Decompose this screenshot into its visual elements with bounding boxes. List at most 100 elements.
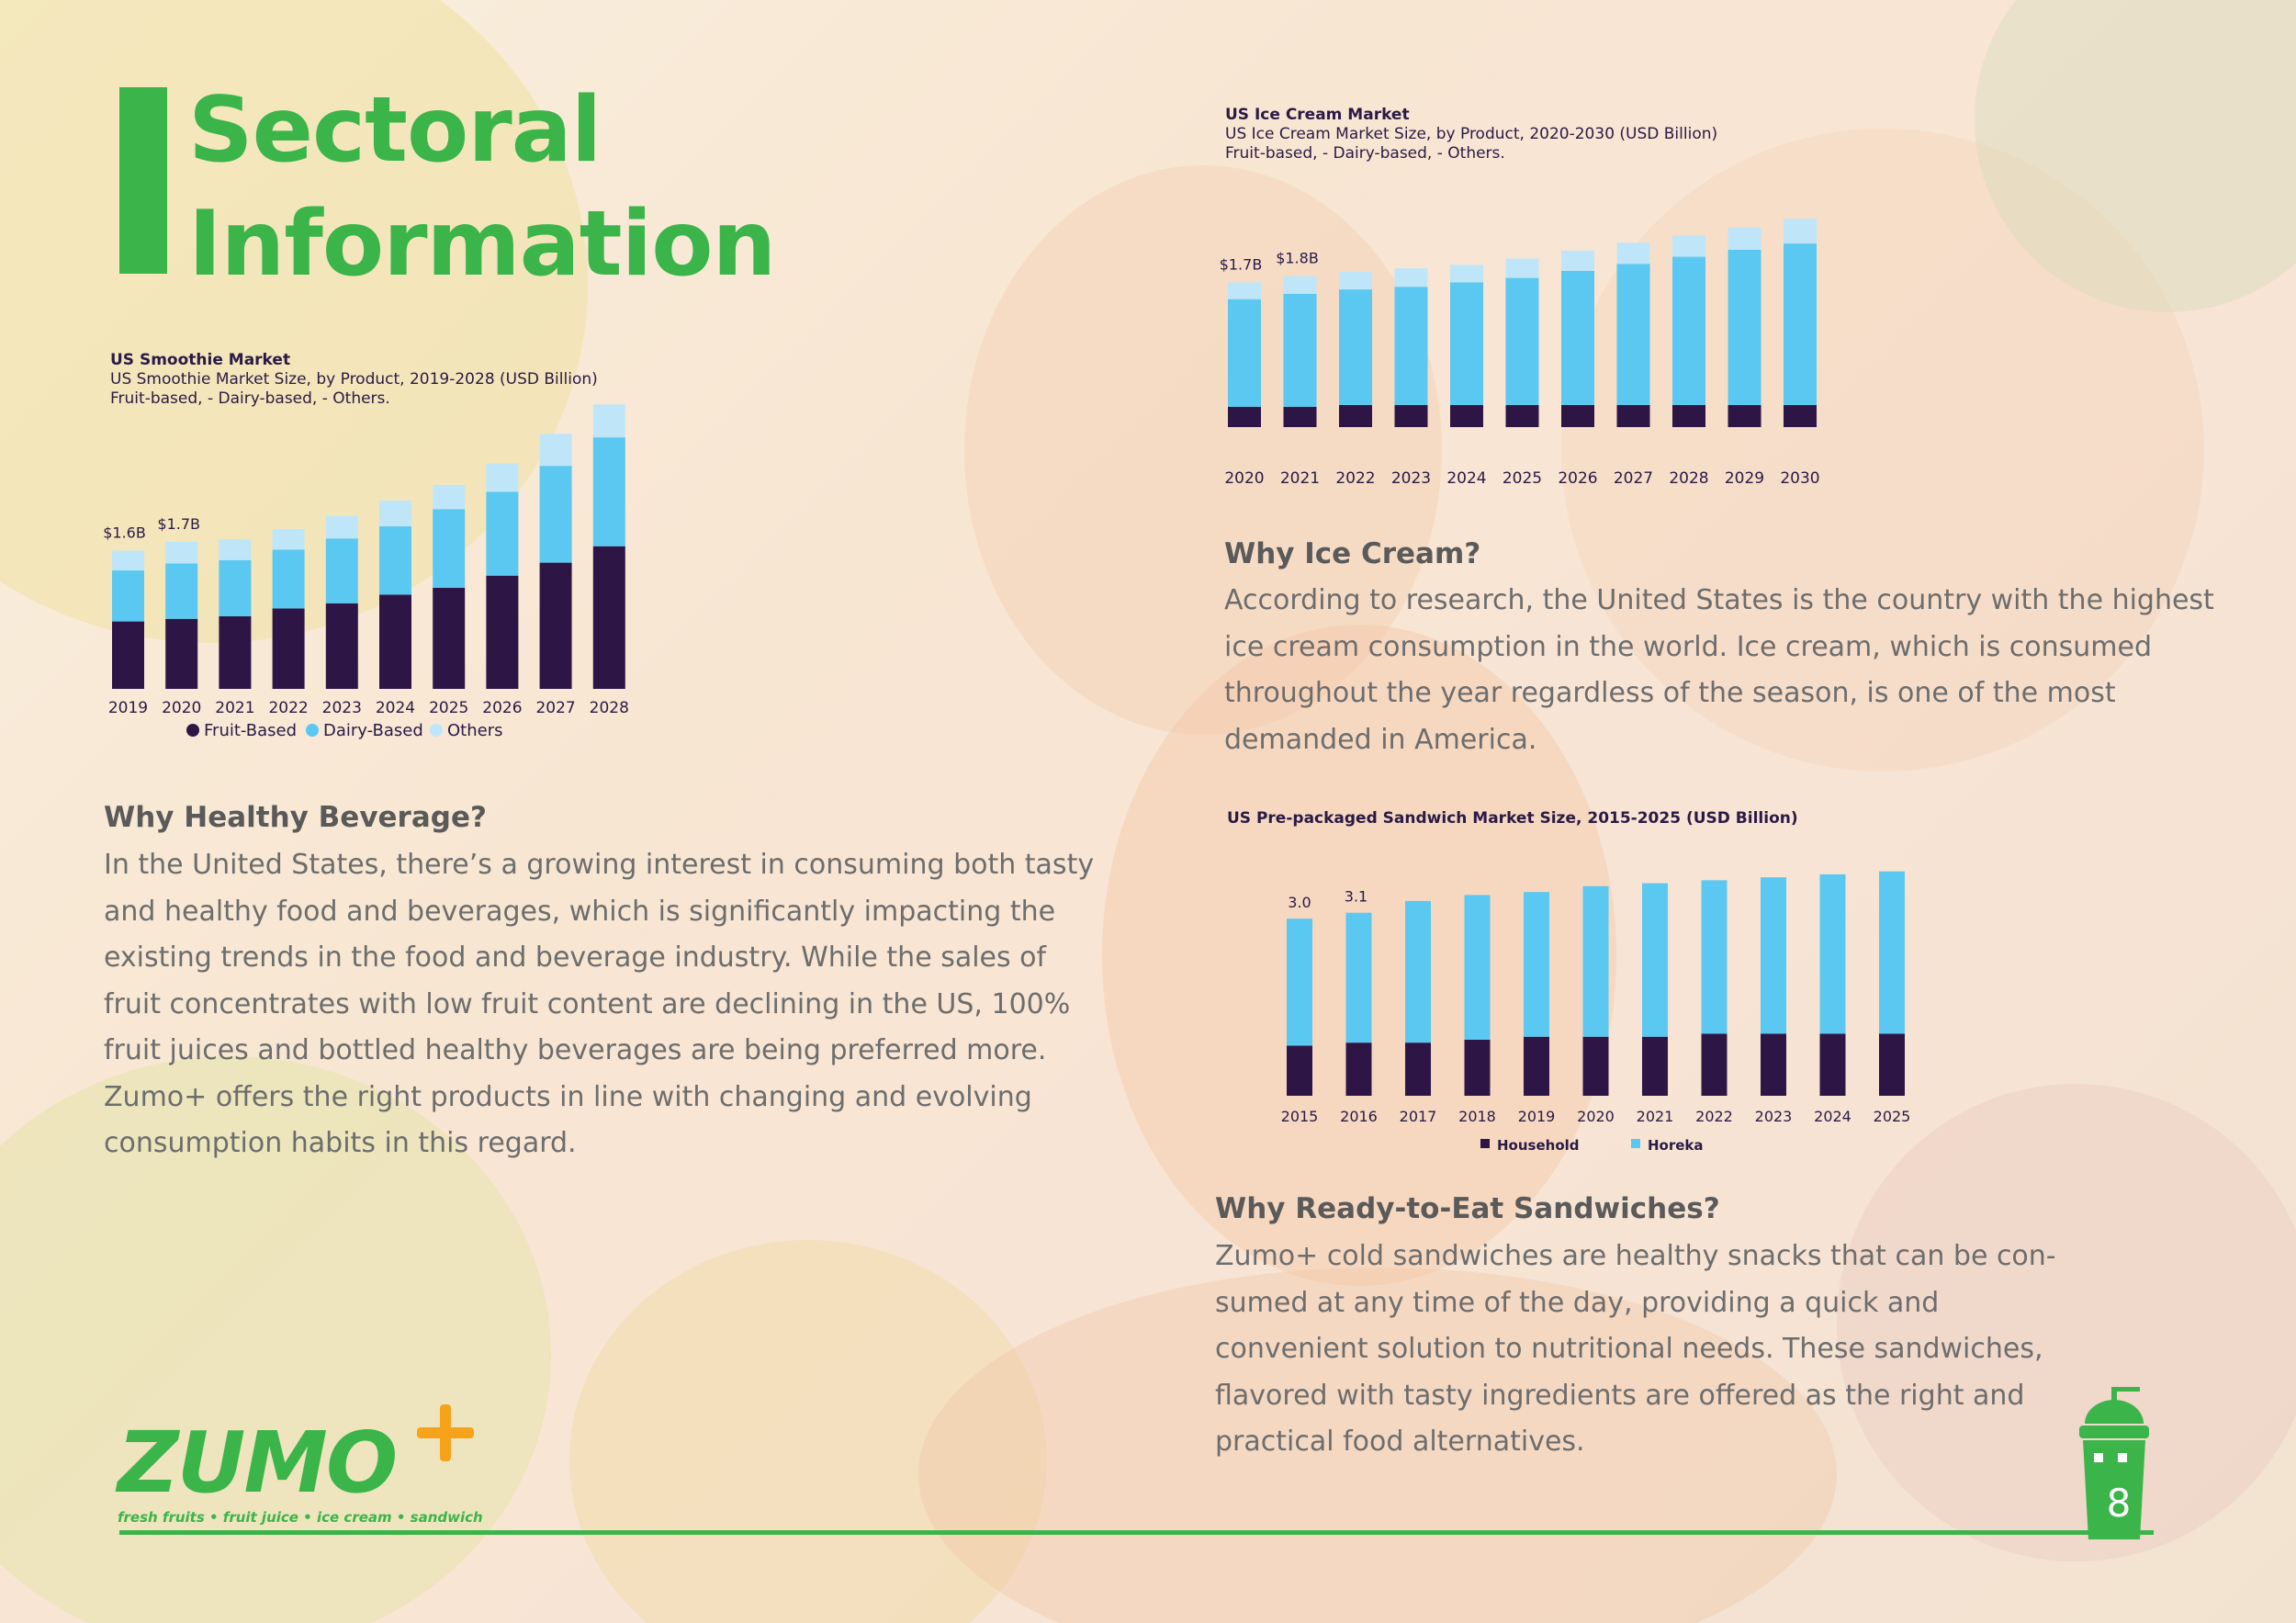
icecream-heading: Why Ice Cream? [1224,537,1481,570]
icecream-x-tick: 2023 [1391,469,1431,488]
smoothie-data-label: $1.6B [103,524,146,541]
icecream-bar-2024-others [1450,265,1483,283]
smoothie-bar-2026-fruit-based [486,575,519,689]
sandwich-bar-2021-horeka [1642,883,1668,1037]
smoothie-bar-2022-fruit-based [272,608,305,689]
beverage-heading: Why Healthy Beverage? [104,801,487,834]
icecream-x-tick: 2030 [1780,469,1819,488]
sandwich-body: Zumo+ cold sandwiches are healthy snacks… [1215,1240,2056,1458]
icecream-bar-2021-others [1283,276,1317,294]
sandwich-bar-2020-household [1582,1036,1609,1096]
icecream-data-label: $1.7B [1220,255,1263,273]
sandwich-bar-2021-household [1642,1036,1668,1096]
smoothie-bar-2025-dairy-based [433,509,466,588]
smoothie-bar-2022-dairy-based [272,549,305,609]
smoothie-x-tick: 2021 [215,699,254,717]
sandwich-x-tick: 2019 [1518,1108,1556,1125]
zumo-logo: ZUMO fresh fruits • fruit juice • ice cr… [118,1404,483,1526]
sandwich-chart-header: US Pre-packaged Sandwich Market Size, 20… [1227,809,1798,828]
smoothie-legend-marker [306,724,319,737]
icecream-x-tick: 2021 [1280,469,1320,488]
sandwich-bar-2018-household [1464,1039,1491,1096]
smoothie-bar-2027-others [539,434,572,467]
smoothie-bar-2025-fruit-based [433,587,466,689]
icecream-bar-2028-fruit-based [1672,404,1705,427]
sandwich-x-tick: 2023 [1755,1108,1793,1125]
sandwich-heading: Why Ready-to-Eat Sandwiches? [1215,1192,1720,1225]
sandwich-bar-2025-household [1879,1033,1905,1096]
icecream-bar-2023-fruit-based [1394,404,1428,427]
sandwich-x-tick: 2018 [1458,1108,1496,1125]
icecream-bar-2029-fruit-based [1728,404,1761,427]
smoothie-x-tick: 2023 [322,699,362,717]
logo-tagline: fresh fruits • fruit juice • ice cream •… [118,1509,483,1526]
icecream-bar-2021-dairy-based [1283,293,1317,407]
sandwich-data-label: 3.0 [1288,894,1311,911]
cup-icon [2079,1387,2149,1539]
icecream-bar-2021-fruit-based [1283,406,1317,427]
smoothie-bar-2021-others [219,539,252,560]
smoothie-legend-label: Others [447,721,503,740]
sandwich-x-tick: 2016 [1340,1108,1378,1125]
icecream-chart-header: US Ice Cream Market US Ice Cream Market … [1225,106,1717,163]
smoothie-bar-2024-dairy-based [379,526,411,595]
sandwich-bar-2023-household [1761,1033,1786,1096]
smoothie-bar-2019-dairy-based [112,570,144,622]
smoothie-bar-2022-others [272,528,305,550]
icecream-bar-2023-others [1394,268,1428,287]
sandwich-x-tick: 2017 [1400,1108,1437,1125]
sandwich-bar-2019-household [1524,1036,1549,1096]
title-accent-bar [119,87,167,274]
smoothie-bar-2028-others [592,404,625,438]
smoothie-chart-subtitle: US Smoothie Market Size, by Product, 201… [110,370,598,389]
footer-rule [119,1530,2154,1535]
smoothie-bar-2021-dairy-based [219,559,252,616]
icecream-x-tick: 2024 [1446,469,1486,488]
icecream-bar-2030-fruit-based [1784,404,1817,427]
sandwich-bar-2016-household [1345,1043,1372,1096]
icecream-bar-2022-fruit-based [1339,404,1372,427]
icecream-bar-2027-fruit-based [1616,404,1650,427]
icecream-bar-2027-dairy-based [1616,264,1650,405]
icecream-chart-note: Fruit-based, - Dairy-based, - Others. [1225,144,1505,163]
page-number: 8 [2106,1481,2132,1526]
icecream-bar-2029-dairy-based [1728,249,1761,405]
smoothie-legend-label: Fruit-Based [204,721,297,740]
smoothie-bar-2025-others [433,484,466,510]
icecream-bar-2022-others [1339,271,1372,290]
icecream-bar-2028-dairy-based [1672,256,1705,405]
smoothie-bar-2020-others [165,542,198,564]
icecream-bar-2020-dairy-based [1228,299,1261,407]
sandwich-bar-2024-household [1819,1033,1846,1096]
icecream-chart-subtitle: US Ice Cream Market Size, by Product, 20… [1225,125,1718,143]
icecream-body: According to research, the United States… [1224,584,2214,756]
sandwich-x-tick: 2015 [1281,1108,1319,1125]
smoothie-bar-2026-dairy-based [486,491,519,576]
smoothie-bar-2023-fruit-based [325,603,358,689]
sandwich-x-tick: 2025 [1874,1108,1911,1125]
smoothie-chart-header: US Smoothie Market US Smoothie Market Si… [110,351,598,409]
sandwich-bar-2019-horeka [1524,892,1549,1037]
smoothie-bar-2028-dairy-based [592,437,625,547]
icecream-bar-2027-others [1616,242,1650,265]
smoothie-bar-2019-fruit-based [112,621,144,689]
smoothie-x-tick: 2024 [376,699,415,717]
smoothie-x-tick: 2022 [268,699,308,717]
icecream-x-tick: 2029 [1725,469,1764,488]
sandwich-legend-label: Horeka [1648,1137,1704,1154]
icecream-x-tick: 2025 [1503,469,1542,488]
sandwich-bar-2022-horeka [1701,880,1728,1034]
logo-wordmark: ZUMO [118,1414,398,1512]
icecream-x-tick: 2028 [1669,469,1708,488]
smoothie-x-tick: 2025 [429,699,468,717]
sandwich-bar-2022-household [1701,1033,1728,1096]
icecream-x-tick: 2022 [1335,469,1375,488]
sandwich-legend-marker [1631,1139,1640,1148]
sandwich-x-tick: 2022 [1695,1108,1733,1125]
icecream-x-tick: 2020 [1224,469,1264,488]
smoothie-bar-2020-fruit-based [165,618,198,689]
icecream-bar-2030-dairy-based [1784,243,1817,405]
sandwich-legend-label: Household [1497,1137,1580,1154]
icecream-x-tick: 2027 [1614,469,1653,488]
